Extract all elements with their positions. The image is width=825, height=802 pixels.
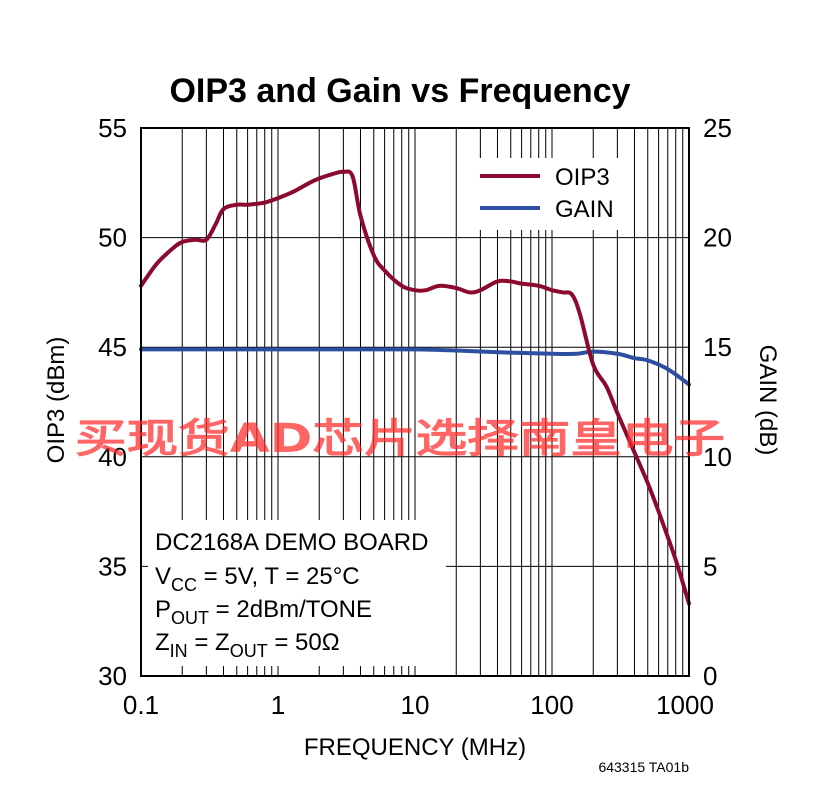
annotation-pout: POUT = 2dBm/TONE <box>155 596 372 628</box>
x-tick-label: 100 <box>530 690 573 720</box>
annotation-z: ZIN = ZOUT = 50Ω <box>155 629 340 661</box>
y-tick-label-right: 15 <box>703 332 732 362</box>
y-tick-label-left: 30 <box>98 661 127 691</box>
annotation-vcc-rest: = 5V, T = 25°C <box>197 563 360 590</box>
y-tick-label-left: 40 <box>98 442 127 472</box>
x-tick-label: 10 <box>401 690 430 720</box>
y-tick-label-right: 5 <box>703 551 717 581</box>
legend-label-gain: GAIN <box>555 196 614 223</box>
x-tick-label: 1 <box>271 690 285 720</box>
annotation-vcc-sub: CC <box>171 575 197 595</box>
annotation-zin-sym: Z <box>155 629 170 656</box>
annotation-zin-sub: IN <box>170 641 188 661</box>
annotation-board: DC2168A DEMO BOARD <box>155 529 428 556</box>
y-axis-label-right: GAIN (dB) <box>754 345 781 456</box>
series-line-gain <box>139 347 691 387</box>
watermark-text: 买现货AD芯片选择南皇电子 <box>75 416 725 462</box>
x-axis-ticks: 0.1 1 10 100 1000 <box>123 690 714 720</box>
annotation-pout-sym: P <box>155 596 171 623</box>
x-axis-label: FREQUENCY (MHz) <box>304 734 526 761</box>
y-tick-label-right: 10 <box>703 442 732 472</box>
series-line-oip3 <box>139 169 691 606</box>
legend-box <box>470 158 622 230</box>
figure-code: 643315 TA01b <box>598 759 689 775</box>
y-tick-label-right: 25 <box>703 113 732 143</box>
y-tick-label-left: 45 <box>98 332 127 362</box>
series-layer <box>139 169 691 606</box>
annotation-vcc-sym: V <box>155 563 171 590</box>
x-tick-label: 1000 <box>656 690 714 720</box>
y-tick-label-left: 35 <box>98 551 127 581</box>
x-tick-label: 0.1 <box>123 690 159 720</box>
annotation-vcc: VCC = 5V, T = 25°C <box>155 563 360 595</box>
annotation-z-val: = 50Ω <box>268 629 340 656</box>
annotation-zout-sub: OUT <box>230 641 268 661</box>
legend-label-oip3: OIP3 <box>555 164 610 191</box>
annotation-z-eq: = Z <box>188 629 230 656</box>
y-tick-label-right: 20 <box>703 223 732 253</box>
left-axis-ticks: 30 35 40 45 50 55 <box>98 113 127 691</box>
right-axis-ticks: 0 5 10 15 20 25 <box>703 113 732 691</box>
annotation-pout-sub: OUT <box>171 608 209 628</box>
chart-title: OIP3 and Gain vs Frequency <box>169 72 630 110</box>
y-tick-label-right: 0 <box>703 661 717 691</box>
plot-frame <box>140 127 690 677</box>
annotation-box <box>148 520 446 666</box>
y-tick-label-left: 55 <box>98 113 127 143</box>
y-tick-label-left: 50 <box>98 223 127 253</box>
annotation-pout-rest: = 2dBm/TONE <box>209 596 372 623</box>
y-axis-label-left: OIP3 (dBm) <box>43 337 70 464</box>
